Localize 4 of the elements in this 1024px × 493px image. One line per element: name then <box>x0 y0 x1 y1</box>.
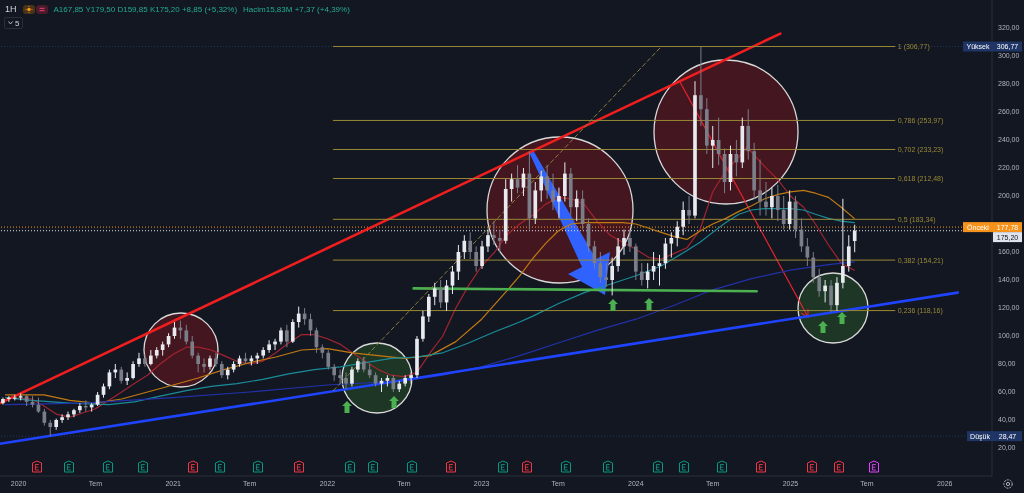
text: A167,85 Y179,50 D159,85 K175,20 +8,85 (+5,32%) <box>53 4 238 14</box>
chart-title: 1H <box>5 4 17 14</box>
annotation: Hacim15,83M +7,37 (+4,39%) <box>243 4 350 14</box>
annotation: 5 <box>15 18 20 28</box>
